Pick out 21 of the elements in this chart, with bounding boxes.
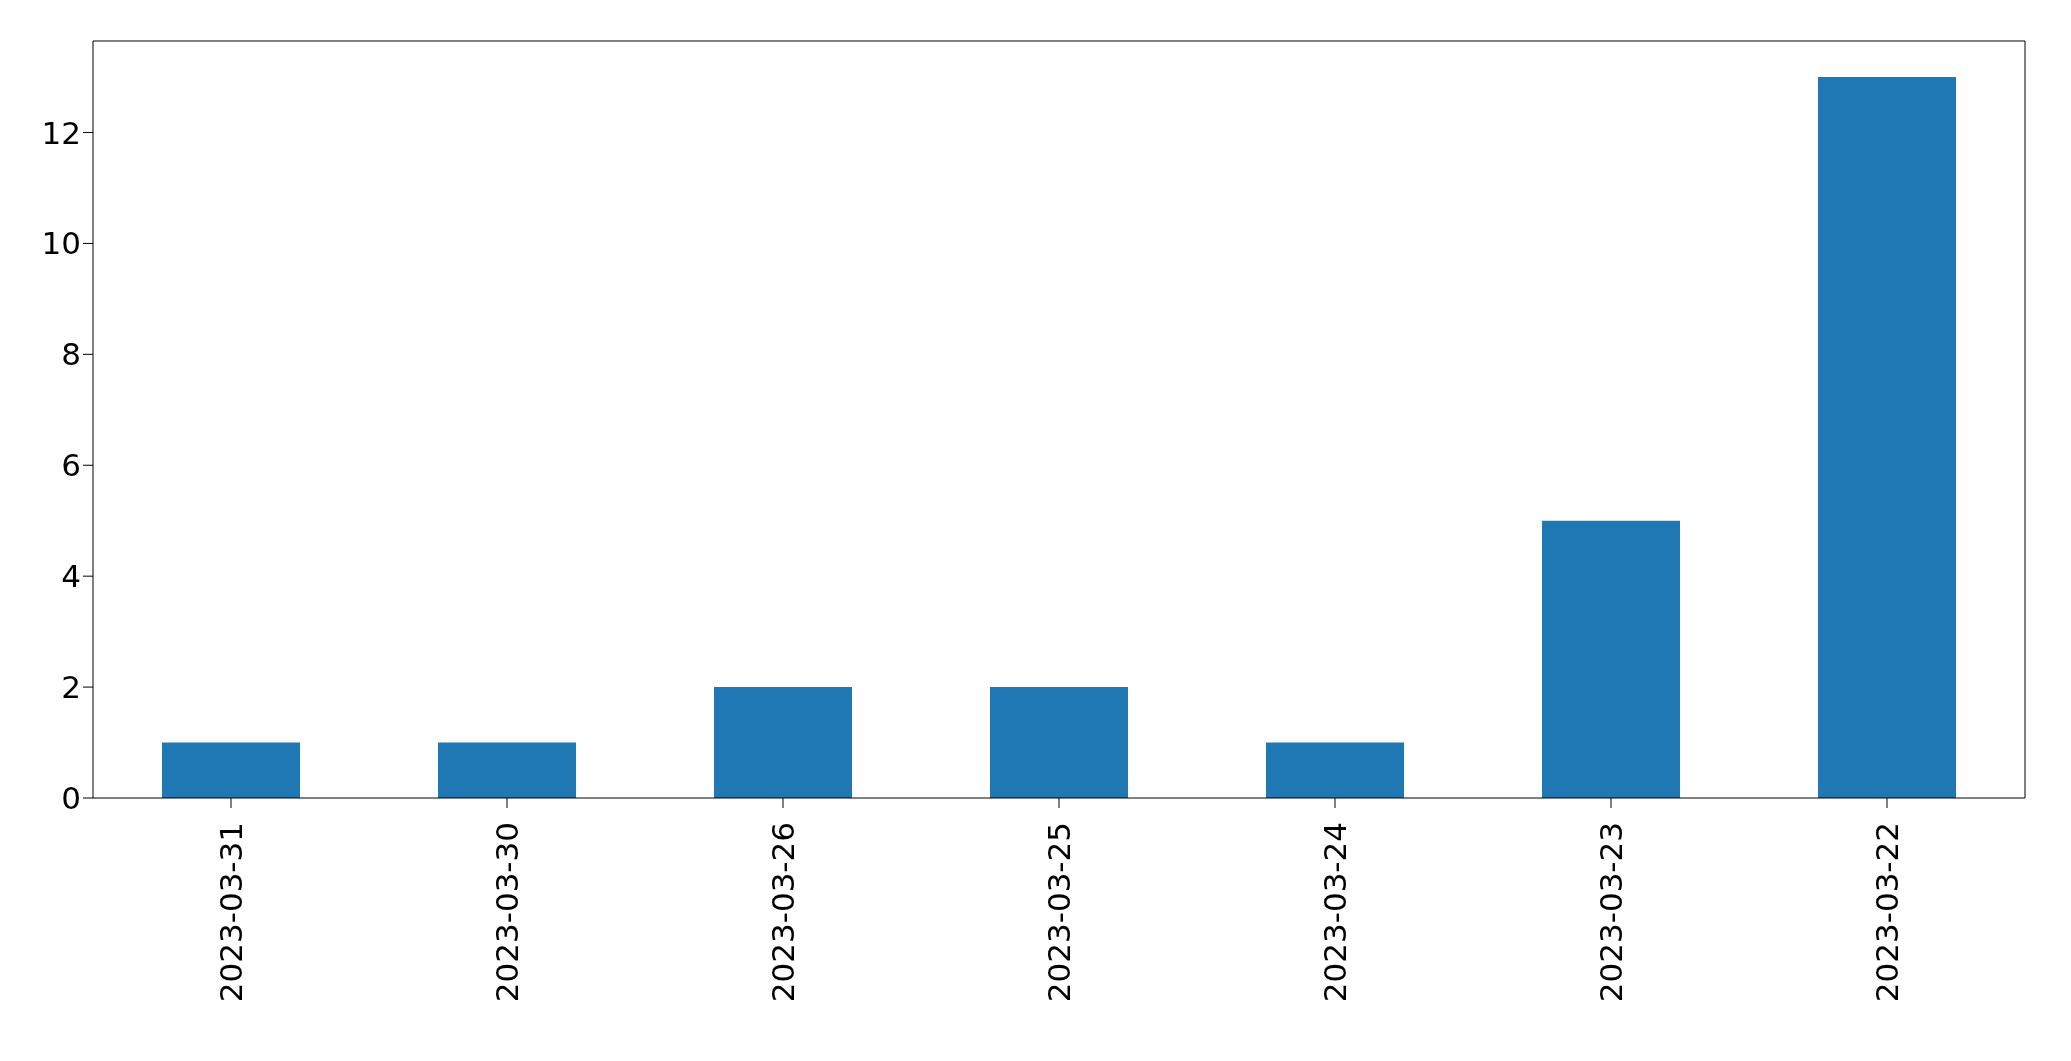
x-tick-label: 2023-03-26 [765,822,801,1003]
bar [990,687,1128,798]
bar [162,742,300,798]
x-tick-label: 2023-03-25 [1041,822,1077,1003]
y-tick-label: 2 [61,669,81,706]
bar [1818,77,1956,798]
y-tick-label: 10 [41,225,81,262]
x-tick-label: 2023-03-30 [489,822,525,1003]
y-tick-label: 0 [61,780,81,817]
y-tick-label: 8 [61,336,81,373]
y-tick-label: 4 [61,558,81,595]
bar [714,687,852,798]
bar [1266,742,1404,798]
y-tick-label: 6 [61,447,81,484]
x-tick-label: 2023-03-24 [1317,822,1353,1003]
x-tick-label: 2023-03-23 [1593,822,1629,1003]
bar [438,742,576,798]
x-tick-label: 2023-03-31 [213,822,249,1003]
bar [1542,520,1680,798]
x-tick-label: 2023-03-22 [1869,822,1905,1003]
y-tick-label: 12 [41,114,81,151]
